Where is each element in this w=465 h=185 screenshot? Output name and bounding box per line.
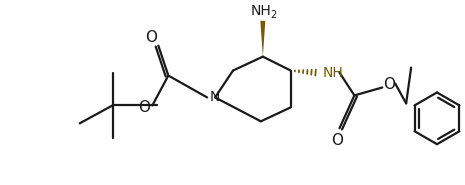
Polygon shape xyxy=(260,21,266,57)
Text: 2: 2 xyxy=(271,10,277,20)
Text: NH: NH xyxy=(251,4,271,18)
Text: O: O xyxy=(139,100,151,115)
Text: NH: NH xyxy=(323,65,343,80)
Text: O: O xyxy=(146,30,157,45)
Text: O: O xyxy=(332,133,344,148)
Text: N: N xyxy=(210,90,220,105)
Text: O: O xyxy=(383,77,395,92)
